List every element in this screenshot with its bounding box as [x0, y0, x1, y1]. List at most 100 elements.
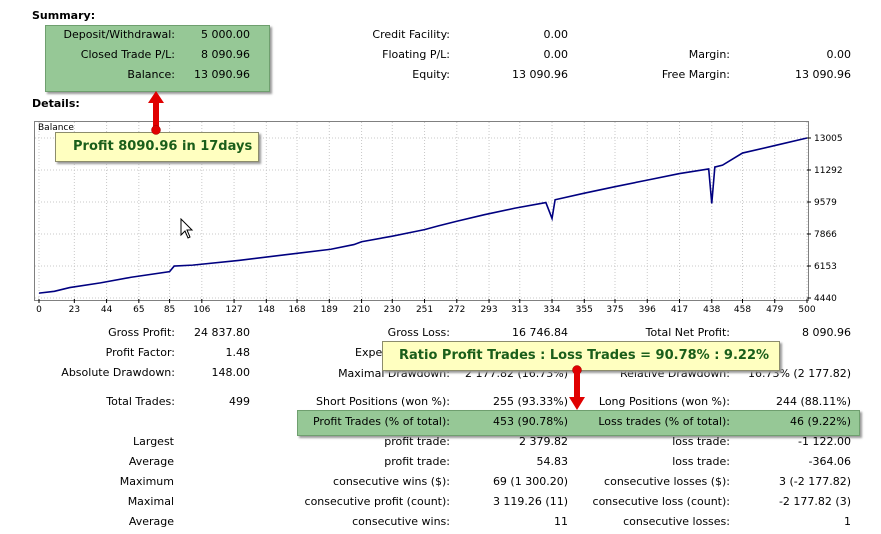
x-tick-label: 106: [193, 305, 210, 315]
x-tick-label: 44: [101, 305, 113, 315]
arrow-up-icon: [148, 91, 164, 135]
x-tick-label: 65: [133, 305, 144, 315]
y-tick-label: 4440: [814, 294, 837, 304]
row-right-value: -364.06: [808, 455, 851, 468]
row-right-value: 1: [844, 515, 851, 528]
row-heading: Average: [128, 455, 174, 468]
x-tick-label: 500: [798, 305, 815, 315]
x-tick-label: 23: [69, 305, 80, 315]
x-tick-label: 251: [416, 305, 433, 315]
balance-label: Balance:: [127, 68, 175, 81]
row-mid-label: consecutive wins:: [352, 515, 450, 528]
profit-factor-value: 1.48: [225, 346, 251, 359]
total-trades-value: 499: [229, 395, 250, 408]
deposit-label: Deposit/Withdrawal:: [63, 28, 175, 41]
expected-payoff-label: Expe: [355, 346, 383, 359]
row-heading: Maximum: [119, 475, 174, 488]
y-tick-label: 7866: [814, 230, 837, 240]
profit-callout: Profit 8090.96 in 17days: [55, 132, 259, 162]
cursor-icon: [180, 218, 194, 239]
x-tick-label: 479: [766, 305, 783, 315]
x-tick-label: 0: [36, 305, 42, 315]
floating-value: 0.00: [543, 48, 569, 61]
x-tick-label: 168: [288, 305, 305, 315]
row-right-label: loss trade:: [672, 455, 730, 468]
row-right-value: -1 122.00: [798, 435, 851, 448]
margin-value: 0.00: [826, 48, 852, 61]
x-tick-label: 85: [164, 305, 175, 315]
y-tick-label: 13005: [814, 134, 843, 144]
y-tick-label: 6153: [814, 262, 837, 272]
x-tick-label: 334: [543, 305, 560, 315]
y-tick-label: 9579: [814, 198, 837, 208]
x-tick-label: 375: [606, 305, 623, 315]
row-right-value: 3 (-2 177.82): [778, 475, 851, 488]
x-tick-label: 313: [511, 305, 528, 315]
gross-loss-value: 16 746.84: [512, 326, 568, 339]
loss-trades-value: 46 (9.22%): [789, 415, 851, 428]
balance-highlight-box: [45, 25, 270, 92]
long-positions-value: 244 (88.11%): [775, 395, 851, 408]
profit-trades-label: Profit Trades (% of total):: [312, 415, 450, 428]
row-mid-label: profit trade:: [384, 455, 450, 468]
arrow-down-icon: [569, 365, 585, 410]
row-right-label: loss trade:: [672, 435, 730, 448]
x-tick-label: 417: [671, 305, 688, 315]
closed-pl-value: 8 090.96: [201, 48, 250, 61]
gross-profit-value: 24 837.80: [194, 326, 250, 339]
row-mid-label: consecutive wins ($):: [333, 475, 450, 488]
balance-series-line: [38, 137, 808, 294]
absolute-drawdown-value: 148.00: [211, 366, 251, 379]
balance-chart-svg: 0 23 44 65 85 106 127 148 168 189 210 230 251 272 293 3…: [35, 122, 843, 315]
absolute-drawdown-label: Absolute Drawdown:: [61, 366, 175, 379]
credit-label: Credit Facility:: [372, 28, 450, 41]
row-mid-label: profit trade:: [384, 435, 450, 448]
equity-value: 13 090.96: [512, 68, 568, 81]
profit-callout-text: Profit 8090.96 in 17days: [73, 139, 253, 154]
x-tick-label: 293: [480, 305, 497, 315]
total-net-value: 8 090.96: [802, 326, 851, 339]
row-mid-value: 11: [554, 515, 568, 528]
trades-highlight-box: [297, 410, 860, 436]
margin-label: Margin:: [688, 48, 730, 61]
floating-label: Floating P/L:: [382, 48, 450, 61]
gross-profit-label: Gross Profit:: [108, 326, 175, 339]
free-margin-label: Free Margin:: [661, 68, 730, 81]
row-mid-value: 2 379.82: [519, 435, 568, 448]
total-trades-label: Total Trades:: [106, 395, 175, 408]
x-tick-label: 127: [225, 305, 242, 315]
credit-value: 0.00: [543, 28, 569, 41]
x-tick-label: 458: [734, 305, 751, 315]
x-tick-label: 396: [639, 305, 656, 315]
details-title: Details:: [32, 97, 80, 110]
gross-loss-label: Gross Loss:: [387, 326, 450, 339]
row-mid-value: 69 (1 300.20): [492, 475, 568, 488]
y-tick-label: 11292: [814, 166, 843, 176]
balance-value: 13 090.96: [194, 68, 250, 81]
row-heading: Maximal: [127, 495, 174, 508]
loss-trades-label: Loss trades (% of total):: [598, 415, 730, 428]
row-right-label: consecutive loss (count):: [592, 495, 730, 508]
x-tick-label: 355: [576, 305, 593, 315]
x-tick-label: 438: [703, 305, 720, 315]
x-tick-label: 210: [353, 305, 370, 315]
row-heading: Average: [128, 515, 174, 528]
row-mid-value: 3 119.26 (11): [492, 495, 568, 508]
x-tick-label: 189: [321, 305, 338, 315]
ratio-callout-text: Ratio Profit Trades : Loss Trades = 90.7…: [399, 348, 770, 363]
x-tick-label: 272: [448, 305, 465, 315]
short-positions-label: Short Positions (won %):: [315, 395, 450, 408]
row-mid-value: 54.83: [536, 455, 569, 468]
row-right-label: consecutive losses:: [623, 515, 730, 528]
row-mid-label: consecutive profit (count):: [304, 495, 450, 508]
free-margin-value: 13 090.96: [795, 68, 851, 81]
total-net-label: Total Net Profit:: [645, 326, 730, 339]
equity-label: Equity:: [412, 68, 450, 81]
chart-title: Balance: [38, 123, 74, 133]
row-right-value: -2 177.82 (3): [778, 495, 851, 508]
profit-trades-value: 453 (90.78%): [492, 415, 568, 428]
deposit-value: 5 000.00: [201, 28, 250, 41]
profit-factor-label: Profit Factor:: [105, 346, 175, 359]
row-heading: Largest: [133, 435, 174, 448]
x-tick-label: 148: [258, 305, 275, 315]
